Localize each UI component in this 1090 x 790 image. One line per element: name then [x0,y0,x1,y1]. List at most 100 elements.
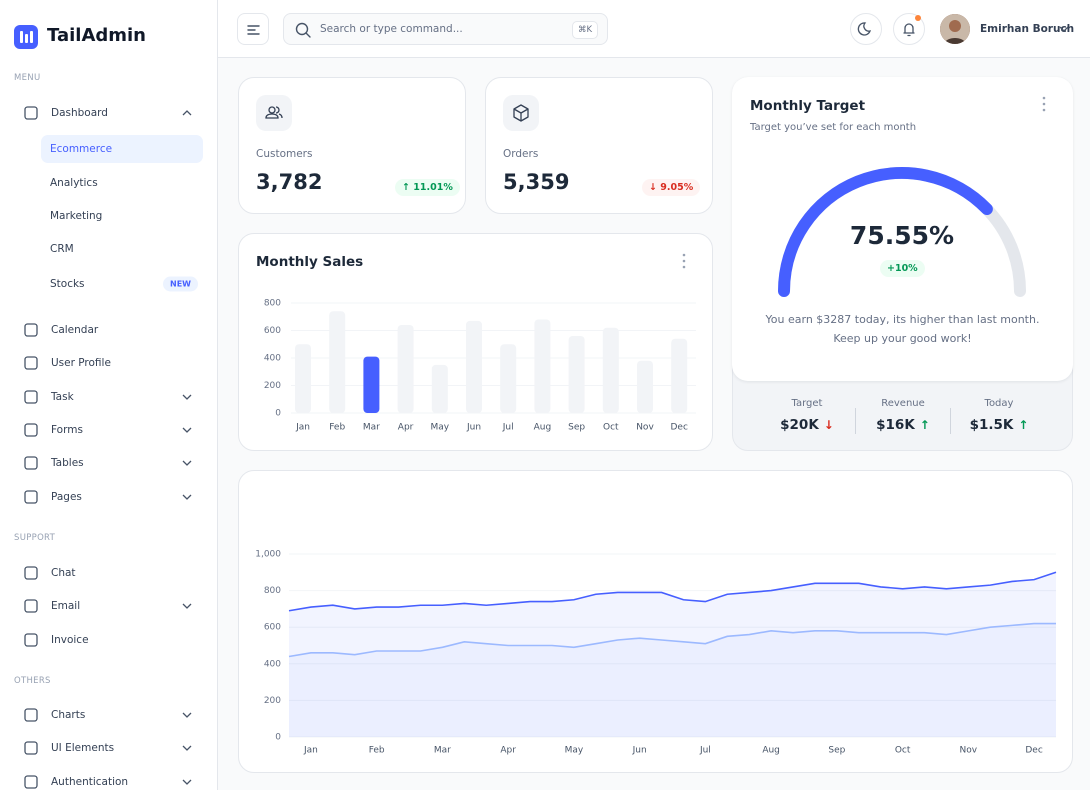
nav-item[interactable]: Pages [51,491,82,503]
target-message: Keep up your good work! [833,332,972,345]
nav-icon [24,708,38,722]
search-placeholder: Search or type command... [320,23,463,35]
notifications[interactable] [893,13,925,45]
bar [295,344,311,413]
bar [466,320,482,413]
trend-icon: ↑ [1018,418,1029,432]
metric-card: Orders 5,359 ↓ 9.05% [485,77,713,214]
bar [568,336,585,413]
y-tick-label: 200 [264,381,281,391]
nav-icon [24,599,38,613]
nav-item[interactable]: User Profile [51,357,111,369]
y-tick-label: 0 [275,409,281,419]
avatar[interactable] [940,14,970,44]
y-tick-label: 800 [264,586,281,596]
trend-icon: ↑ [919,418,930,432]
x-tick-label: Jan [295,423,310,433]
nav-item[interactable]: Tables [51,457,84,469]
x-tick-label: Oct [603,423,619,433]
nav-icon [24,741,38,755]
bar [397,325,414,413]
nav-active-bg [41,135,203,163]
nav-item[interactable]: Email [51,600,81,612]
nav-item[interactable]: Calendar [51,324,99,336]
gauge: 75.55% [778,167,1026,297]
menu-toggle[interactable] [237,13,269,45]
x-tick-label: Nov [636,423,654,433]
nav-chevron [182,603,192,609]
divider [950,408,951,434]
x-tick-label: Jun [632,746,647,756]
nav-badge: NEW [163,276,198,292]
bar [329,311,346,413]
bar [602,327,619,413]
y-tick-label: 600 [264,326,281,336]
gauge-value [778,167,993,297]
monthly-target-card: Monthly Target Target you’ve set for eac… [732,77,1073,451]
nav-icon [24,633,38,647]
x-tick-label: Mar [434,746,451,756]
metric-value: 5,359 [503,170,570,194]
brand: TailAdmin [47,25,146,46]
nav-item[interactable]: Invoice [51,634,89,646]
nav-item[interactable]: Charts [51,709,86,721]
y-tick-label: 400 [264,659,281,669]
stat-value: $1.5K [969,417,1014,433]
monthly-sales-card: Monthly Sales 0 200 400 600 800 Jan Feb Mar Apr M… [238,233,713,451]
nav-chevron [182,494,192,500]
nav-subitem[interactable]: Analytics [50,177,98,189]
bar [637,360,653,413]
bar [534,319,551,413]
nav-subitem[interactable]: Ecommerce [50,143,113,155]
x-tick-label: Aug [534,423,552,433]
user-name[interactable]: Emirhan Boruch [980,23,1075,35]
nav-item[interactable]: Dashboard [51,107,108,119]
nav-icon [24,456,38,470]
nav-section-title: OTHERS [14,676,51,686]
theme-toggle[interactable] [850,13,882,45]
search-box[interactable]: Search or type command... ⌘K [283,13,608,45]
y-tick-label: 400 [264,354,281,364]
nav-item[interactable]: Forms [51,424,83,436]
card-title: Monthly Target [750,98,866,114]
header: Search or type command... ⌘K Emirhan Bor… [218,0,1090,58]
user-chevron [1059,26,1069,32]
box-icon [513,104,529,122]
avatar-image [940,14,970,44]
y-tick-label: 800 [264,299,281,309]
nav-icon [24,566,38,580]
nav-item[interactable]: Authentication [51,776,129,788]
logo-icon [14,25,38,49]
line-chart: 0 200 400 600 800 1,000 Jan Feb Mar Apr May Jun Jul A… [255,550,1057,756]
nav-section-title: SUPPORT [14,533,56,543]
nav-section-title: MENU [14,73,41,83]
logo-glyph [20,31,33,43]
nav-item[interactable]: Task [51,391,74,403]
y-tick-label: 600 [264,623,281,633]
nav-subitem[interactable]: CRM [50,243,74,255]
x-tick-label: May [430,423,449,433]
gauge-label: 75.55% [850,221,954,250]
metric-icon [256,95,292,131]
nav-chevron [182,110,192,116]
nav-icon [24,106,38,120]
bar-chart: 0 200 400 600 800 Jan Feb Mar Apr May Jun Jul Aug Sep… [264,299,696,433]
nav-item[interactable]: UI Elements [51,742,115,754]
target-message: You earn $3287 today, its higher than la… [765,313,1040,326]
nav-chevron [182,394,192,400]
nav-item[interactable]: Chat [51,567,76,579]
users-icon [265,106,283,119]
more-menu[interactable] [679,252,689,270]
metric-value: 3,782 [256,170,323,194]
x-tick-label: Sep [568,423,585,433]
moon-icon [857,22,872,36]
more-menu[interactable] [1039,95,1049,113]
stat-value-row: $16K ↑ [843,417,963,433]
x-tick-label: Oct [895,746,911,756]
line-series [288,571,1057,612]
nav-subitem[interactable]: Marketing [50,210,103,222]
nav-subitem[interactable]: Stocks [50,278,85,290]
target-panel: Monthly Target Target you’ve set for eac… [732,77,1073,381]
nav-icon [24,423,38,437]
